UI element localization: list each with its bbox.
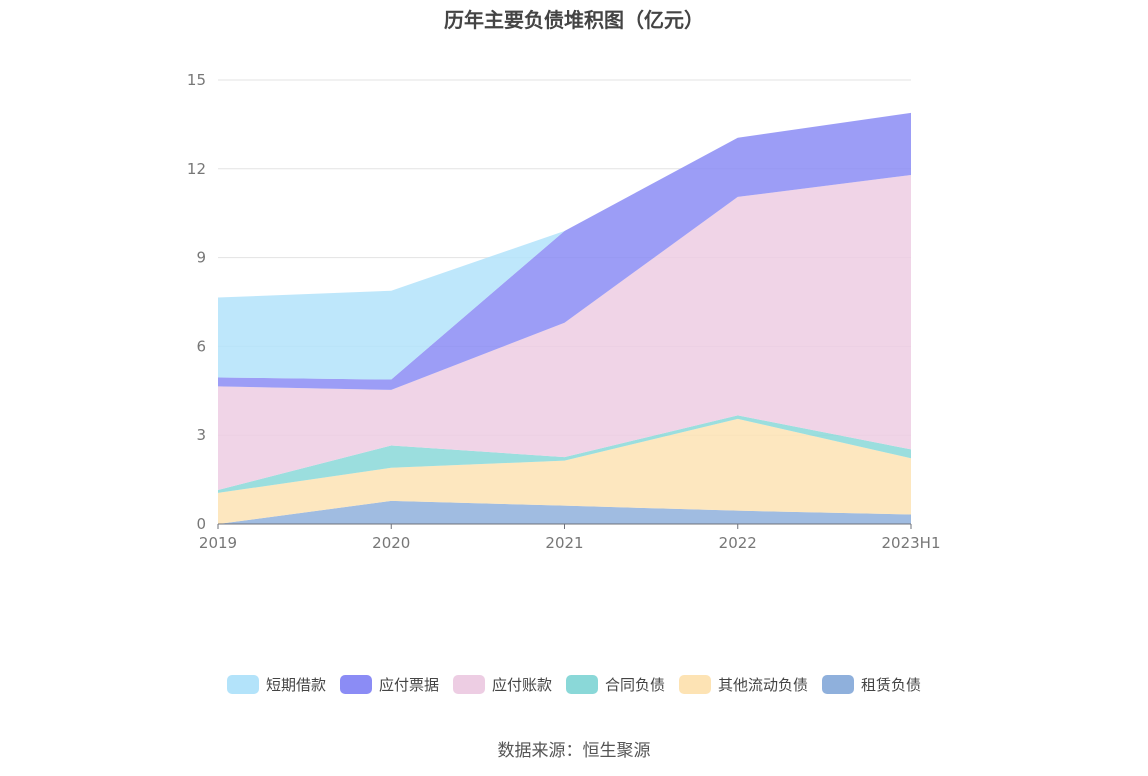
legend-item[interactable]: 租赁负债 xyxy=(822,674,921,695)
legend-swatch xyxy=(566,674,598,694)
legend-swatch xyxy=(452,674,485,694)
area-series xyxy=(218,112,911,524)
chart-legend: 短期借款 应付票据 应付账款 合同负债 其他流动负债 租赁负债 xyxy=(0,672,1148,696)
legend-item[interactable]: 合同负债 xyxy=(566,674,665,695)
legend-swatch xyxy=(339,674,372,694)
x-tick-label: 2021 xyxy=(545,534,583,552)
y-tick-label: 6 xyxy=(196,337,206,355)
area-短期借款 xyxy=(218,112,911,380)
legend-item[interactable]: 应付账款 xyxy=(452,674,552,695)
legend-swatch xyxy=(822,674,855,694)
area-应付账款 xyxy=(218,175,911,490)
legend-item[interactable]: 应付票据 xyxy=(339,674,439,695)
legend-label: 应付账款 xyxy=(491,675,552,694)
y-tick-label: 3 xyxy=(196,426,206,444)
x-tick-label: 2019 xyxy=(199,534,237,552)
x-tick-label: 2020 xyxy=(372,534,410,552)
x-tick-label: 2023H1 xyxy=(882,534,941,552)
legend-swatch xyxy=(679,674,712,694)
legend-label: 租赁负债 xyxy=(861,675,922,694)
chart-title: 历年主要负债堆积图（亿元） xyxy=(444,8,704,32)
x-axis xyxy=(217,523,912,529)
y-tick-label: 0 xyxy=(196,515,206,533)
y-tick-label: 9 xyxy=(196,249,206,267)
legend-label: 其他流动负债 xyxy=(718,675,809,694)
legend-label: 短期借款 xyxy=(265,675,326,694)
area-应付票据 xyxy=(218,112,911,390)
x-tick-label: 2022 xyxy=(719,534,757,552)
legend-swatch xyxy=(226,674,259,694)
legend-label: 应付票据 xyxy=(378,675,439,694)
area-租赁负债 xyxy=(218,500,911,524)
area-其他流动负债 xyxy=(218,418,911,524)
legend-label: 合同负债 xyxy=(605,675,666,694)
legend-item[interactable]: 其他流动负债 xyxy=(679,674,808,695)
x-axis-labels: 2019 2020 2021 2022 2023H1 xyxy=(199,534,941,552)
source-note: 数据来源：恒生聚源 xyxy=(497,741,651,761)
legend-item[interactable]: 短期借款 xyxy=(226,674,326,695)
y-axis: 0 3 6 9 12 15 xyxy=(187,71,206,533)
y-tick-label: 15 xyxy=(187,71,206,89)
y-tick-label: 12 xyxy=(187,160,206,178)
